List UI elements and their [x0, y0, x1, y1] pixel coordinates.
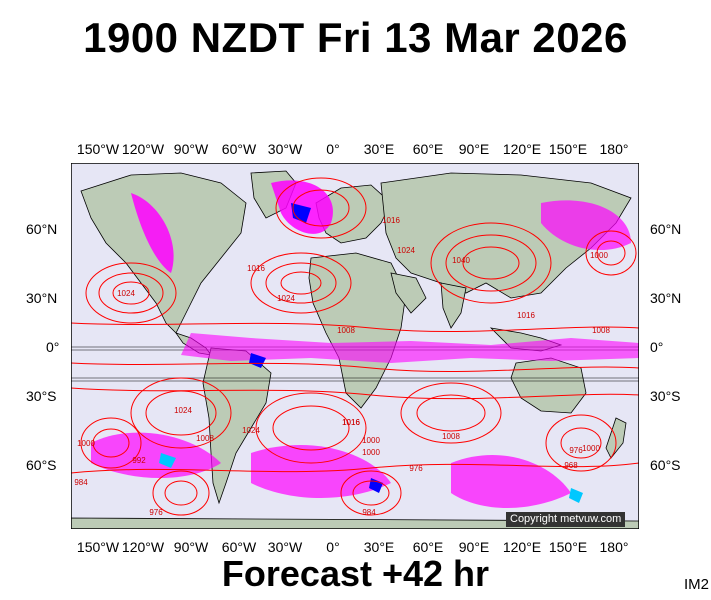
lon-label: 150°E	[548, 539, 588, 555]
lon-label: 90°E	[458, 141, 490, 157]
lat-label: 30°N	[26, 290, 58, 306]
isobar-label: 1040	[452, 256, 470, 265]
lon-label: 90°W	[173, 141, 209, 157]
page-title: 1900 NZDT Fri 13 Mar 2026	[83, 14, 628, 61]
lon-label: 30°W	[267, 141, 303, 157]
weather-map: 1024 1016 1024 1008 1040 1016 1024 1024 …	[71, 163, 639, 529]
isobar-label: 976	[409, 464, 423, 473]
lon-label: 90°W	[173, 539, 209, 555]
isobar-label: 1008	[442, 432, 460, 441]
lon-label: 60°E	[412, 141, 444, 157]
image-id-label: IM2	[683, 576, 709, 593]
lon-label: 0°	[326, 539, 340, 555]
india	[440, 282, 467, 329]
lat-label: 60°S	[26, 457, 57, 473]
lon-label: 90°E	[458, 539, 490, 555]
isobar-label: 1024	[397, 246, 415, 255]
lon-label: 150°W	[76, 539, 120, 555]
forecast-label: Forecast +42 hr	[221, 553, 490, 594]
isobar-labels: 1024 1016 1024 1008 1040 1016 1024 1024 …	[74, 216, 610, 517]
isobar-label: 984	[74, 478, 88, 487]
lat-label: 60°S	[650, 457, 681, 473]
lon-label: 120°E	[502, 539, 542, 555]
isobar-label: 1016	[382, 216, 400, 225]
arabia	[390, 272, 427, 314]
lon-label: 30°E	[363, 539, 395, 555]
lon-label: 120°W	[121, 141, 165, 157]
lon-label: 60°W	[221, 141, 257, 157]
isobar-label: 1016	[517, 311, 535, 320]
isobar-label: 1008	[196, 434, 214, 443]
isobar-label: 1008	[337, 326, 355, 335]
lon-label: 120°E	[502, 141, 542, 157]
antarctica-edge	[71, 517, 639, 529]
lat-label: 0°	[650, 339, 664, 355]
lat-label: 0°	[46, 339, 60, 355]
copyright-label: Copyright metvuw.com	[506, 512, 626, 527]
lon-label: 60°W	[221, 539, 257, 555]
lat-label: 30°N	[650, 290, 682, 306]
isobar-label: 976	[149, 508, 163, 517]
isobar-label: 1016	[342, 418, 360, 427]
isobar-label: 1000	[362, 448, 380, 457]
isobar-label: 1024	[174, 406, 192, 415]
isobar-label: 984	[362, 508, 376, 517]
isobar-label: 1016	[342, 418, 360, 427]
lat-label: 60°N	[650, 221, 682, 237]
lon-label: 60°E	[412, 539, 444, 555]
lat-label: 30°S	[26, 388, 57, 404]
isobar-label: 968	[564, 461, 578, 470]
isobar-label: 992	[132, 456, 146, 465]
lon-label: 150°W	[76, 141, 120, 157]
lat-label: 30°S	[650, 388, 681, 404]
australia	[510, 357, 587, 414]
lon-label: 180°	[599, 141, 629, 157]
isobars	[71, 177, 639, 516]
isobar-label: 976	[569, 446, 583, 455]
lon-label: 120°W	[121, 539, 165, 555]
lon-label: 30°W	[267, 539, 303, 555]
isobar-label: 1008	[592, 326, 610, 335]
isobar-label: 1000	[582, 444, 600, 453]
isobar-label: 1016	[247, 264, 265, 273]
lon-label: 30°E	[363, 141, 395, 157]
lon-label: 180°	[599, 539, 629, 555]
lon-label: 0°	[326, 141, 340, 157]
south-america	[202, 347, 272, 505]
isobar-label: 1024	[117, 289, 135, 298]
isobar-label: 1024	[242, 426, 260, 435]
isobar-label: 1024	[277, 294, 295, 303]
isobar-label: 1000	[362, 436, 380, 445]
isobar-label: 1000	[77, 439, 95, 448]
lon-label: 150°E	[548, 141, 588, 157]
lat-label: 60°N	[26, 221, 58, 237]
isobar-label: 1000	[590, 251, 608, 260]
